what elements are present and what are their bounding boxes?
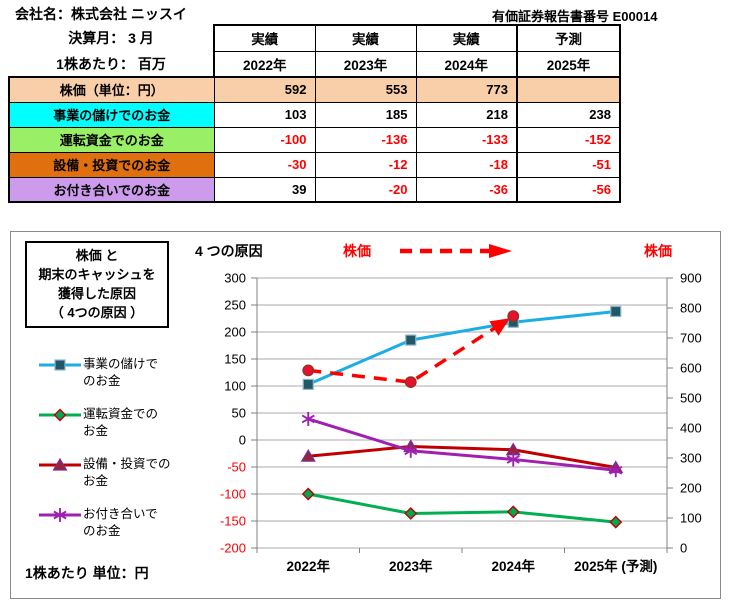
svg-text:-100: -100 (220, 487, 246, 502)
kabuka-trend-arrow-icon (400, 244, 512, 258)
svg-text:-50: -50 (227, 460, 246, 475)
svg-text:100: 100 (224, 379, 246, 394)
table-cell[interactable]: -12 (314, 151, 417, 178)
svg-text:250: 250 (224, 298, 246, 313)
table-cell[interactable]: -51 (516, 151, 621, 178)
report-number: 有価証券報告書番号 E00014 (492, 6, 657, 25)
chart-title-line: （ 4つの原因 ） (50, 305, 144, 320)
series-1 (301, 487, 623, 529)
table-cell[interactable]: -152 (516, 126, 621, 153)
svg-text:50: 50 (232, 406, 246, 421)
legend-marker-icon (39, 408, 81, 422)
chart-legend: 事業の儲けで のお金 運転資金での お金 設備・投資での お金 お付き合いで のお金 (37, 356, 197, 556)
table-cell[interactable]: -20 (314, 176, 417, 203)
svg-text:900: 900 (680, 271, 702, 286)
table-cell[interactable]: 39 (213, 176, 316, 203)
row-label[interactable]: 運転資金でのお金 (8, 126, 215, 153)
legend-label: お付き合いで のお金 (83, 507, 158, 538)
column-header-status[interactable]: 実績 (415, 24, 518, 52)
legend-marker-icon (39, 458, 81, 471)
row-label[interactable]: 設備・投資でのお金 (8, 151, 215, 178)
column-header-year[interactable]: 2024年 (415, 50, 518, 78)
chart-canvas: -200 -150 -100 -50 0 50 100 150 200 250 300 0 100 200… (220, 271, 702, 575)
svg-text:500: 500 (680, 391, 702, 406)
series-4 (302, 310, 520, 389)
table-cell[interactable]: -56 (516, 176, 621, 203)
legend-label: 運転資金での お金 (83, 407, 159, 438)
column-header-status[interactable]: 予測 (516, 24, 621, 52)
table-cell[interactable]: 238 (516, 101, 621, 128)
svg-text:0: 0 (680, 541, 687, 556)
svg-text:700: 700 (680, 331, 702, 346)
column-header-status[interactable]: 実績 (213, 24, 316, 52)
row-label[interactable]: お付き合いでのお金 (8, 176, 215, 203)
svg-text:300: 300 (224, 271, 246, 286)
axes (251, 277, 673, 553)
svg-text:0: 0 (239, 433, 246, 448)
svg-text:200: 200 (680, 481, 702, 496)
financial-table: 決算月： 3 月実績 実績 実績 予測 1株あたり： 百万 2022年 2023年 2024年… (8, 24, 621, 203)
kabuka-label-right: 株価 (644, 243, 672, 259)
svg-text:100: 100 (680, 511, 702, 526)
column-header-year[interactable]: 2023年 (314, 50, 417, 78)
axis-labels: -200 -150 -100 -50 0 50 100 150 200 250 300 0 100 200… (220, 271, 702, 575)
company-name: 会社名：株式会社 ニッスイ (15, 6, 187, 22)
per-share-cell: 1株あたり： 百万 (56, 55, 166, 72)
kabuka-label-left: 株価 (343, 243, 371, 259)
table-cell[interactable]: -133 (415, 126, 518, 153)
table-cell[interactable]: 103 (213, 101, 316, 128)
legend-label: 事業の儲けで のお金 (83, 357, 159, 388)
table-cell[interactable]: 218 (415, 101, 518, 128)
svg-text:-150: -150 (220, 514, 246, 529)
table-cell[interactable]: -100 (213, 126, 316, 153)
table-cell[interactable] (516, 76, 621, 103)
svg-text:150: 150 (224, 352, 246, 367)
svg-text:400: 400 (680, 421, 702, 436)
svg-text:200: 200 (224, 325, 246, 340)
column-header-year[interactable]: 2025年 (516, 50, 621, 78)
svg-text:-200: -200 (220, 541, 246, 556)
table-cell[interactable]: -30 (213, 151, 316, 178)
chart-title-line: 期末のキャッシュを (38, 267, 156, 282)
column-header-status[interactable]: 実績 (314, 24, 417, 52)
chart-object[interactable]: -200 -150 -100 -50 0 50 100 150 200 250 300 0 100 200… (10, 231, 721, 599)
gridlines (257, 277, 667, 549)
table-cell[interactable]: 592 (213, 76, 316, 103)
legend-label: 設備・投資での お金 (83, 457, 171, 488)
chart-subtitle: 4 つの原因 (195, 243, 263, 259)
chart-title-line: 株価 と (75, 248, 119, 263)
column-header-year[interactable]: 2022年 (213, 50, 316, 78)
unit-note: 1株あたり 単位：円 (25, 565, 149, 581)
legend-item: 設備・投資での お金 (37, 456, 197, 490)
svg-text:2025年 (予測): 2025年 (予測) (574, 558, 657, 574)
svg-text:2024年: 2024年 (491, 558, 535, 574)
svg-text:300: 300 (680, 451, 702, 466)
row-label[interactable]: 株価（単位：円） (8, 76, 215, 103)
chart-title-box: 株価 と期末のキャッシュを 獲得した原因 （ 4つの原因 ） (25, 241, 169, 328)
table-cell[interactable]: -136 (314, 126, 417, 153)
legend-marker-icon (39, 359, 81, 371)
table-cell[interactable]: 185 (314, 101, 417, 128)
legend-item: お付き合いで のお金 (37, 506, 197, 540)
table-cell[interactable]: -18 (415, 151, 518, 178)
table-cell[interactable]: 773 (415, 76, 518, 103)
legend-item: 事業の儲けで のお金 (37, 356, 197, 390)
legend-marker-icon (39, 508, 81, 522)
chart-title-line: 獲得した原因 (57, 286, 136, 301)
table-cell[interactable]: 553 (314, 76, 417, 103)
report-number-value: E00014 (612, 9, 658, 24)
svg-text:600: 600 (680, 361, 702, 376)
table-cell[interactable]: -36 (415, 176, 518, 203)
legend-item: 運転資金での お金 (37, 406, 197, 440)
fiscal-month-cell: 決算月： 3 月 (68, 30, 154, 46)
row-label[interactable]: 事業の儲けでのお金 (8, 101, 215, 128)
series-3 (301, 411, 623, 478)
svg-text:2022年: 2022年 (286, 558, 330, 574)
svg-text:800: 800 (680, 301, 702, 316)
report-number-label: 有価証券報告書番号 (492, 9, 610, 24)
svg-text:2023年: 2023年 (389, 558, 433, 574)
